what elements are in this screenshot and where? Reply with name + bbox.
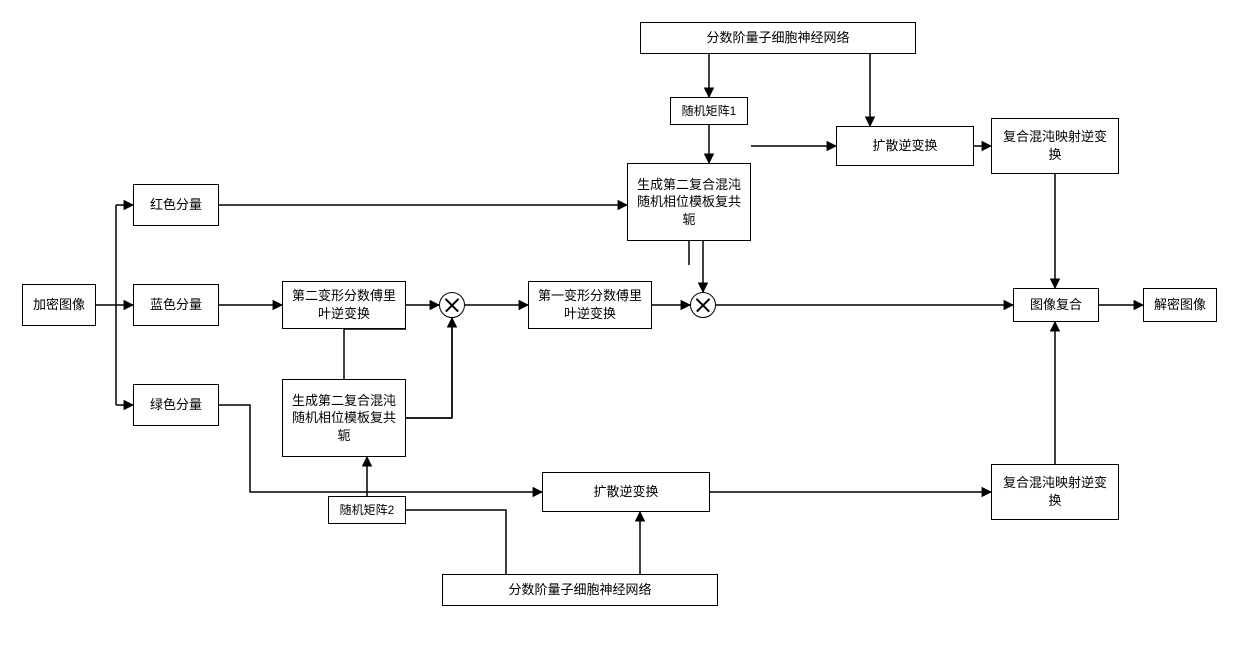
node-diffusion-inv-1: 扩散逆变换 [836, 126, 974, 166]
node-green-component: 绿色分量 [133, 384, 219, 426]
multiplier-1 [439, 292, 465, 318]
node-qcnn-bottom: 分数阶量子细胞神经网络 [442, 574, 718, 606]
node-first-dfrt-inv: 第一变形分数傅里叶逆变换 [528, 281, 652, 329]
node-red-component: 红色分量 [133, 184, 219, 226]
node-gen-mask-bottom: 生成第二复合混沌随机相位模板复共轭 [282, 379, 406, 457]
node-decrypted-image: 解密图像 [1143, 288, 1217, 322]
edges-layer [0, 0, 1239, 672]
node-image-combine: 图像复合 [1013, 288, 1099, 322]
node-second-dfrt-inv: 第二变形分数傅里叶逆变换 [282, 281, 406, 329]
node-qcnn-top: 分数阶量子细胞神经网络 [640, 22, 916, 54]
multiplier-2 [690, 292, 716, 318]
node-gen-mask-top: 生成第二复合混沌随机相位模板复共轭 [627, 163, 751, 241]
node-chaos-map-inv-2: 复合混沌映射逆变换 [991, 464, 1119, 520]
node-encrypted-image: 加密图像 [22, 284, 96, 326]
node-diffusion-inv-2: 扩散逆变换 [542, 472, 710, 512]
node-blue-component: 蓝色分量 [133, 284, 219, 326]
node-chaos-map-inv-1: 复合混沌映射逆变换 [991, 118, 1119, 174]
node-random-matrix-2: 随机矩阵2 [328, 496, 406, 524]
node-random-matrix-1: 随机矩阵1 [670, 97, 748, 125]
